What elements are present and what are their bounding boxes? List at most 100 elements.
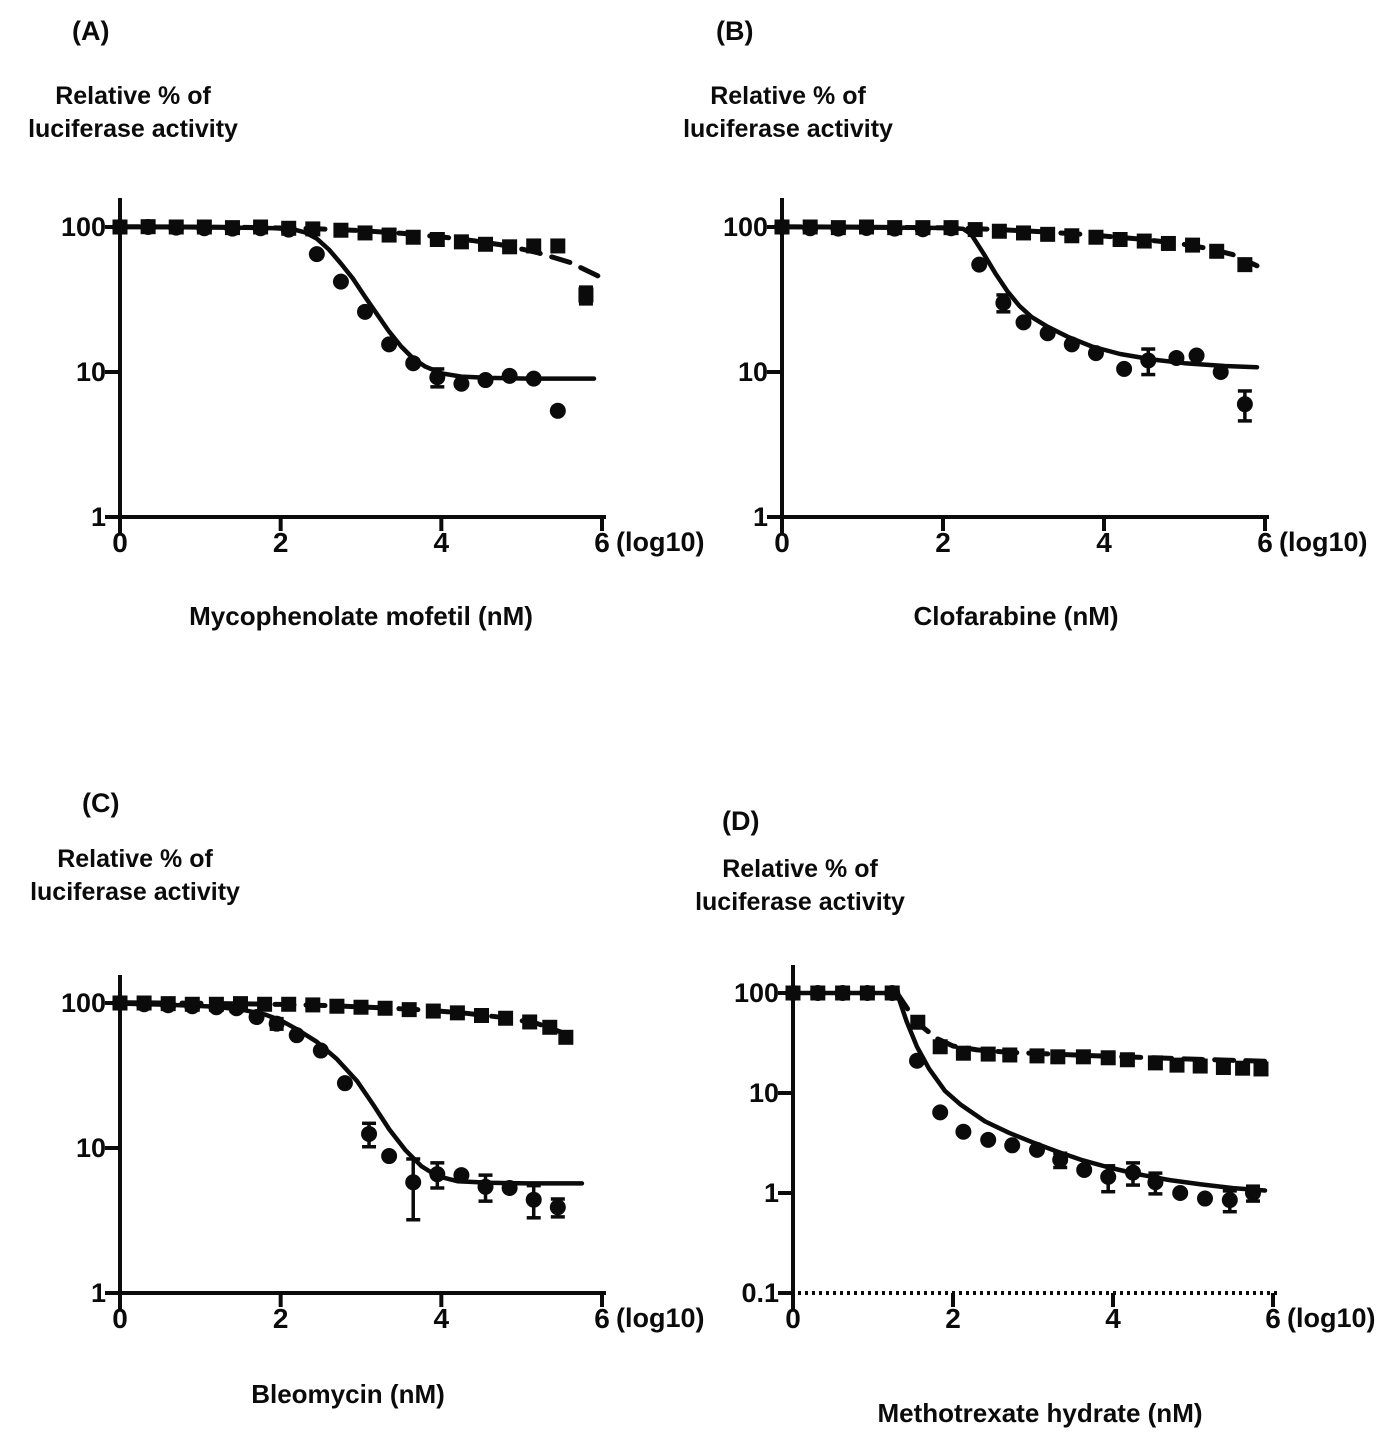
b-square-series-point	[991, 223, 1007, 239]
b-square-series-point	[1112, 231, 1128, 247]
a-square-series-point	[550, 238, 566, 254]
c-circle-series-point	[361, 1125, 378, 1142]
x-tick-label-d-4: 4	[1105, 1303, 1121, 1334]
d-square-series-point	[1147, 1055, 1163, 1071]
d-circle-series-point	[980, 1131, 997, 1148]
y-axis-title-a-line2: luciferase activity	[28, 115, 238, 143]
y-axis-title-b-line1: Relative % of	[710, 82, 866, 110]
c-circle-series-point	[268, 1015, 285, 1032]
d-circle-series-point	[955, 1123, 972, 1140]
d-circle-series-point	[1172, 1185, 1189, 1201]
d-circle-series-point	[1147, 1174, 1164, 1191]
x-tick-label-a-0: 0	[112, 527, 128, 558]
a-square-series-point	[333, 222, 349, 238]
y-tick-label-a-10: 10	[75, 357, 106, 387]
c-square-series-point	[522, 1014, 538, 1030]
y-tick-label-b-100: 100	[722, 212, 768, 242]
d-square-series-point	[1253, 1061, 1269, 1077]
x-tick-label-a-6: 6	[594, 527, 610, 558]
c-circle-series-point	[336, 1075, 353, 1092]
b-square-series-point	[802, 219, 818, 235]
a-square-series-fit-line	[117, 224, 601, 279]
x-tick-label-a-2: 2	[272, 527, 289, 558]
x-axis-log-note-d: (log10)	[1287, 1303, 1376, 1333]
d-square-series-point	[1215, 1059, 1231, 1075]
d-square-series-point	[884, 985, 900, 1001]
b-circle-series-point	[1063, 336, 1080, 353]
y-tick-label-b-10: 10	[737, 357, 768, 387]
a-square-series-point	[429, 231, 445, 247]
b-circle-series-point	[1168, 349, 1185, 366]
x-axis-log-note-c: (log10)	[616, 1303, 705, 1333]
x-axis-log-note-a: (log10)	[616, 527, 705, 557]
x-axis-title-a: Mycophenolate mofetil (nM)	[189, 601, 533, 631]
panel-label-d: (D)	[722, 806, 760, 836]
a-square-series-point	[526, 238, 542, 254]
d-square-series-point	[810, 985, 826, 1001]
x-axis-title-d: Methotrexate hydrate (nM)	[877, 1398, 1203, 1428]
c-circle-series-point	[549, 1199, 566, 1216]
b-circle-series-point	[1116, 360, 1133, 377]
b-square-series-point	[943, 220, 959, 236]
y-axis-title-c-line1: Relative % of	[57, 845, 213, 873]
d-circle-series-point	[932, 1104, 949, 1121]
b-square-series-point	[1209, 243, 1225, 259]
b-square-series-point	[774, 219, 790, 235]
y-tick-label-b-1: 1	[752, 502, 768, 532]
c-square-series-point	[305, 997, 321, 1013]
x-tick-label-b-4: 4	[1096, 527, 1112, 558]
b-square-series-point	[1088, 229, 1104, 245]
x-axis-title-c: Bleomycin (nM)	[251, 1379, 445, 1409]
a-square-series-point	[196, 219, 212, 235]
c-square-series-point	[425, 1003, 441, 1019]
a-square-series-point	[381, 227, 397, 243]
d-square-series-point	[1075, 1049, 1091, 1065]
c-square-series-point	[449, 1005, 465, 1021]
a-square-series-point	[478, 236, 494, 252]
b-circle-series-point	[995, 294, 1012, 311]
d-square-series-point	[859, 985, 875, 1001]
b-square-series-point	[830, 220, 846, 236]
d-square-series-point	[1192, 1058, 1208, 1074]
c-circle-series-point	[453, 1167, 470, 1184]
c-square-series-fit-line	[117, 1000, 577, 1040]
y-axis-title-d: Relative % of luciferase activity	[660, 853, 940, 919]
d-square-series-point	[932, 1039, 948, 1055]
a-square-series-point	[224, 220, 240, 236]
c-circle-series-point	[405, 1174, 422, 1191]
b-square-series-point	[1136, 233, 1152, 249]
y-axis-title-c: Relative % of luciferase activity	[0, 843, 275, 909]
b-circle-series-point	[971, 256, 988, 273]
y-axis-title-b-line2: luciferase activity	[683, 115, 893, 143]
d-circle-series-point	[1076, 1161, 1093, 1178]
d-square-series-point	[1169, 1057, 1185, 1073]
b-circle-series-point	[1039, 325, 1056, 342]
b-square-series-point	[887, 220, 903, 236]
c-circle-series-point	[248, 1009, 265, 1026]
y-tick-label-d-100: 100	[733, 978, 779, 1008]
b-circle-series-point	[1212, 364, 1229, 380]
d-square-series-point	[785, 985, 801, 1001]
x-tick-label-b-6: 6	[1257, 527, 1273, 558]
y-axis-title-d-line1: Relative % of	[722, 855, 878, 883]
y-axis-title-d-line2: luciferase activity	[695, 888, 905, 916]
c-square-series-point	[329, 998, 345, 1014]
d-square-series-point	[910, 1014, 926, 1030]
x-tick-label-b-2: 2	[935, 527, 951, 558]
c-square-series-point	[257, 996, 273, 1012]
d-square-series-point	[1235, 1060, 1251, 1076]
panel-label-c: (C)	[82, 788, 120, 818]
a-square-series-point	[453, 234, 469, 250]
a-square-series-point	[578, 287, 594, 303]
b-square-series-point	[1237, 257, 1253, 273]
b-square-series-point	[1185, 237, 1201, 253]
b-circle-series-point	[1236, 396, 1253, 413]
c-square-series-point	[558, 1029, 574, 1045]
y-axis-title-b: Relative % of luciferase activity	[648, 80, 928, 146]
c-circle-series-point	[525, 1191, 542, 1208]
a-square-series-point	[140, 219, 156, 235]
x-tick-label-c-6: 6	[594, 1303, 610, 1334]
c-circle-series-point	[429, 1166, 446, 1183]
